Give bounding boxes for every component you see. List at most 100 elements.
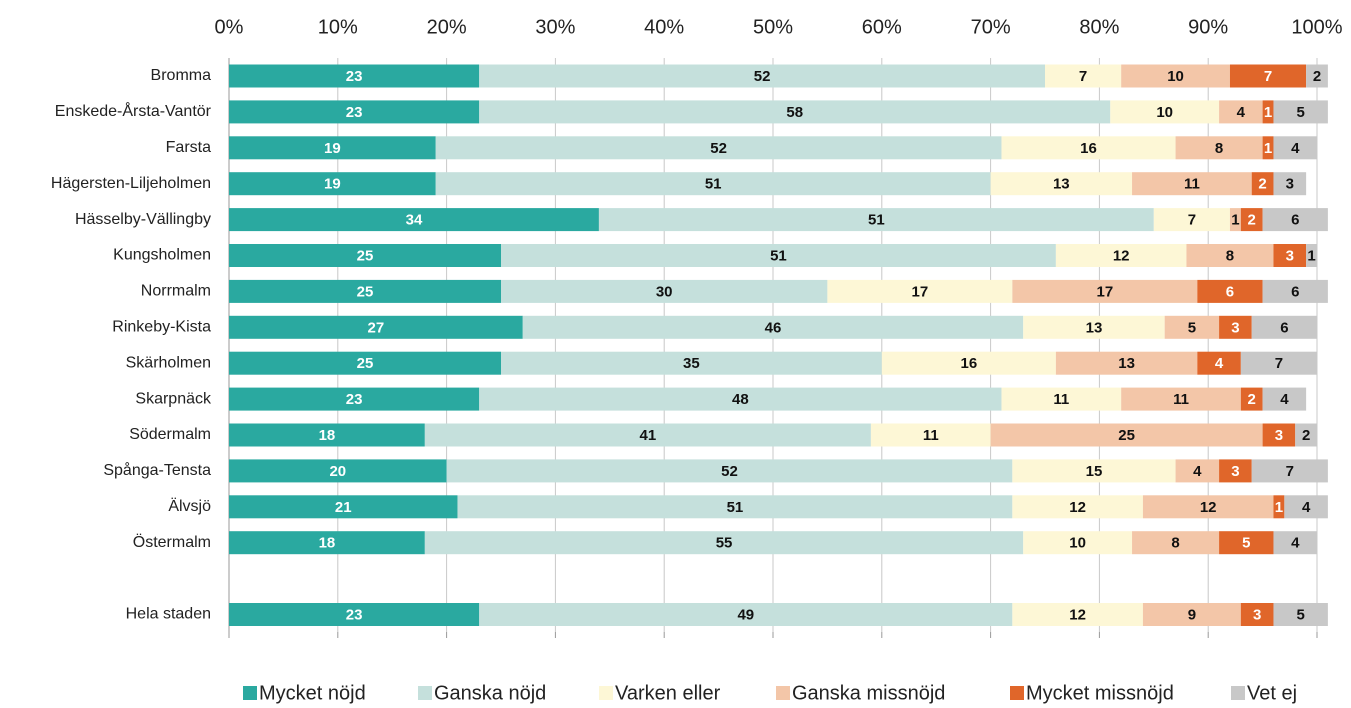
data-label: 12	[1113, 247, 1130, 264]
bar-segment	[870, 423, 991, 447]
data-label: 25	[357, 247, 374, 264]
data-label: 13	[1086, 319, 1103, 336]
x-tick-label: 10%	[318, 16, 358, 38]
bar-segment	[1295, 423, 1317, 447]
bar-segment	[229, 459, 447, 483]
legend-label: Mycket missnöjd	[1026, 682, 1174, 704]
data-label: 12	[1200, 499, 1217, 516]
data-label: 51	[727, 499, 744, 516]
bar-segment	[229, 603, 480, 626]
data-label: 3	[1253, 606, 1261, 623]
data-label: 4	[1237, 104, 1246, 121]
bar-segment	[1001, 387, 1122, 411]
y-tick-label: Norrmalm	[141, 283, 211, 300]
data-label: 2	[1258, 176, 1266, 193]
bar-segment	[1055, 244, 1187, 267]
bar-segment	[1110, 100, 1220, 124]
bar-segment	[522, 315, 1024, 339]
bar-segment	[827, 279, 1013, 303]
data-label: 46	[765, 319, 782, 336]
data-label: 4	[1193, 463, 1202, 480]
bar-segment	[1273, 172, 1307, 196]
x-tick-label: 100%	[1291, 16, 1342, 38]
bar-segment	[229, 172, 436, 196]
bar-segment	[479, 387, 1002, 411]
bar-segment	[229, 64, 480, 88]
bar-segment	[1251, 172, 1274, 196]
data-label: 4	[1291, 140, 1300, 157]
data-label: 2	[1302, 427, 1310, 444]
bar-segment	[1001, 136, 1176, 160]
x-tick-label: 70%	[971, 16, 1011, 38]
bar-segment	[1055, 351, 1198, 375]
data-label: 7	[1188, 212, 1196, 229]
legend-label: Ganska missnöjd	[792, 682, 945, 704]
bar-segment	[1219, 315, 1252, 339]
data-label: 16	[1080, 140, 1097, 157]
bar-segment	[424, 423, 871, 447]
data-label: 8	[1226, 247, 1234, 264]
data-label: 9	[1188, 606, 1196, 623]
data-label: 4	[1291, 535, 1300, 552]
data-label: 11	[1184, 176, 1200, 193]
data-label: 51	[770, 247, 787, 264]
bar-segment	[990, 172, 1133, 196]
data-label: 6	[1280, 319, 1288, 336]
bar-segment	[1240, 351, 1317, 375]
y-tick-label: Bromma	[151, 67, 212, 84]
data-label: 15	[1086, 463, 1103, 480]
bar-segment	[479, 64, 1045, 88]
bar-segment	[1306, 244, 1317, 267]
bar-segment	[1251, 315, 1317, 339]
data-label: 23	[346, 606, 363, 623]
data-label: 25	[1118, 427, 1135, 444]
bar-segment	[1273, 136, 1317, 160]
bar-segment	[479, 100, 1111, 124]
data-label: 10	[1167, 68, 1184, 85]
data-label: 12	[1069, 606, 1086, 623]
data-label: 30	[656, 283, 673, 300]
x-tick-label: 90%	[1188, 16, 1228, 38]
x-tick-label: 50%	[753, 16, 793, 38]
bar-segment	[1012, 279, 1198, 303]
bar-segment	[881, 351, 1056, 375]
data-label: 13	[1053, 176, 1070, 193]
y-tick-label: Hägersten-Liljeholmen	[51, 175, 211, 192]
data-label: 3	[1231, 319, 1239, 336]
y-tick-label: Skärholmen	[126, 354, 211, 371]
data-label: 12	[1069, 499, 1086, 516]
data-label: 6	[1291, 212, 1299, 229]
data-label: 4	[1302, 499, 1311, 516]
data-label: 2	[1248, 212, 1256, 229]
data-label: 7	[1079, 68, 1087, 85]
y-tick-label: Farsta	[166, 139, 211, 156]
bar-segment	[424, 531, 1024, 555]
bar-segment	[1229, 208, 1241, 232]
data-label: 20	[329, 463, 346, 480]
data-label: 25	[357, 283, 374, 300]
data-label: 48	[732, 391, 749, 408]
bar-segment	[1186, 244, 1274, 267]
y-tick-label: Skarpnäck	[135, 390, 212, 407]
data-label: 35	[683, 355, 700, 372]
bar-segment	[1121, 387, 1241, 411]
data-label: 52	[754, 68, 771, 85]
legend-swatch	[1010, 686, 1024, 700]
x-tick-label: 30%	[535, 16, 575, 38]
bar-segment	[1219, 459, 1252, 483]
bar-segment	[1273, 603, 1328, 626]
bar-segment	[1273, 495, 1285, 519]
data-label: 3	[1286, 176, 1294, 193]
bar-segment	[1240, 208, 1263, 232]
bar-segment	[229, 208, 599, 232]
data-label: 23	[346, 68, 363, 85]
data-label: 21	[335, 499, 352, 516]
data-label: 4	[1215, 355, 1224, 372]
legend-label: Varken eller	[615, 682, 721, 704]
data-label: 1	[1264, 140, 1272, 157]
bar-segment	[1132, 531, 1220, 555]
data-label: 18	[319, 535, 336, 552]
bar-segment	[1262, 279, 1328, 303]
bar-segment	[1251, 459, 1328, 483]
data-label: 19	[324, 176, 341, 193]
